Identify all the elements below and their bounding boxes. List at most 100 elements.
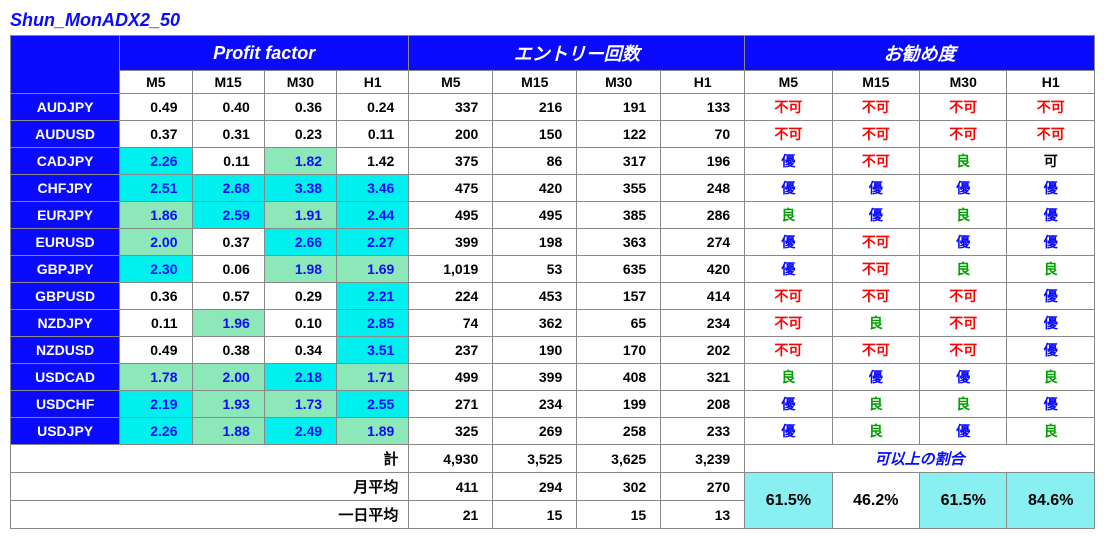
rec-cell: 優 [832,364,919,391]
pf-cell: 2.00 [192,364,264,391]
sum-label-day: 一日平均 [11,501,409,529]
pf-cell: 2.26 [120,418,192,445]
pf-cell: 2.21 [337,283,409,310]
pair-cell: EURUSD [11,229,120,256]
table-row: GBPJPY2.300.061.981.691,01953635420優不可良良 [11,256,1095,283]
entry-cell: 200 [409,121,493,148]
rec-cell: 不可 [920,337,1007,364]
pair-cell: USDCHF [11,391,120,418]
pair-cell: NZDJPY [11,310,120,337]
entry-cell: 375 [409,148,493,175]
table-row: CHFJPY2.512.683.383.46475420355248優優優優 [11,175,1095,202]
entry-cell: 198 [493,229,577,256]
rec-cell: 不可 [832,256,919,283]
entry-cell: 233 [661,418,745,445]
entry-cell: 362 [493,310,577,337]
pair-cell: GBPUSD [11,283,120,310]
entry-cell: 216 [493,94,577,121]
pf-cell: 3.38 [264,175,336,202]
pf-cell: 0.40 [192,94,264,121]
table-row: AUDJPY0.490.400.360.24337216191133不可不可不可… [11,94,1095,121]
rec-cell: 優 [1007,310,1095,337]
rec-cell: 良 [920,148,1007,175]
entry-cell: 363 [577,229,661,256]
entry-cell: 258 [577,418,661,445]
entry-cell: 122 [577,121,661,148]
tf-header: M30 [264,71,336,94]
rec-cell: 良 [745,202,832,229]
rec-cell: 不可 [745,310,832,337]
rec-cell: 良 [920,202,1007,229]
summary-month-row: 月平均41129430227061.5%46.2%61.5%84.6% [11,473,1095,501]
pair-cell: AUDJPY [11,94,120,121]
entry-cell: 157 [577,283,661,310]
pair-cell: NZDUSD [11,337,120,364]
entry-cell: 248 [661,175,745,202]
rec-cell: 優 [920,364,1007,391]
sum-total-cell: 3,239 [661,445,745,473]
pf-cell: 0.36 [120,283,192,310]
entry-cell: 234 [661,310,745,337]
sum-label-total: 計 [11,445,409,473]
pf-cell: 2.68 [192,175,264,202]
entry-cell: 74 [409,310,493,337]
pf-cell: 1.91 [264,202,336,229]
pf-cell: 0.37 [192,229,264,256]
pf-cell: 0.49 [120,337,192,364]
pf-cell: 0.57 [192,283,264,310]
pf-cell: 0.10 [264,310,336,337]
page-title: Shun_MonADX2_50 [10,10,1095,31]
rec-cell: 不可 [745,283,832,310]
rec-cell: 優 [832,202,919,229]
pf-cell: 2.85 [337,310,409,337]
tf-header: M30 [577,71,661,94]
rec-cell: 優 [1007,175,1095,202]
pf-cell: 1.78 [120,364,192,391]
tf-header: H1 [1007,71,1095,94]
pf-cell: 1.98 [264,256,336,283]
entry-cell: 495 [493,202,577,229]
ratio-cell: 61.5% [745,473,832,529]
tf-header: H1 [337,71,409,94]
entry-cell: 337 [409,94,493,121]
rec-cell: 不可 [920,310,1007,337]
table-row: USDCHF2.191.931.732.55271234199208優良良優 [11,391,1095,418]
pf-cell: 1.93 [192,391,264,418]
ratio-cell: 46.2% [832,473,919,529]
ratio-cell: 61.5% [920,473,1007,529]
rec-cell: 優 [745,418,832,445]
table-row: GBPUSD0.360.570.292.21224453157414不可不可不可… [11,283,1095,310]
rec-cell: 優 [745,175,832,202]
rec-cell: 良 [745,364,832,391]
tf-header: M15 [192,71,264,94]
rec-cell: 不可 [832,337,919,364]
pf-cell: 0.38 [192,337,264,364]
entry-cell: 495 [409,202,493,229]
pair-cell: CADJPY [11,148,120,175]
pair-cell: USDCAD [11,364,120,391]
entry-cell: 414 [661,283,745,310]
entry-cell: 65 [577,310,661,337]
pf-cell: 2.19 [120,391,192,418]
rec-cell: 良 [832,418,919,445]
entry-cell: 399 [493,364,577,391]
entry-cell: 150 [493,121,577,148]
entry-cell: 321 [661,364,745,391]
rec-cell: 不可 [745,94,832,121]
group-header-row: Profit factor エントリー回数 お勧め度 [11,36,1095,71]
rec-cell: 良 [1007,256,1095,283]
group-header-pf: Profit factor [120,36,409,71]
pf-cell: 0.31 [192,121,264,148]
pf-cell: 0.49 [120,94,192,121]
entry-cell: 170 [577,337,661,364]
pair-cell: USDJPY [11,418,120,445]
table-row: NZDJPY0.111.960.102.857436265234不可良不可優 [11,310,1095,337]
pf-cell: 0.11 [337,121,409,148]
rec-cell: 優 [745,229,832,256]
entry-cell: 635 [577,256,661,283]
entry-cell: 325 [409,418,493,445]
sum-month-cell: 302 [577,473,661,501]
rec-cell: 不可 [745,121,832,148]
pf-cell: 1.88 [192,418,264,445]
entry-cell: 234 [493,391,577,418]
